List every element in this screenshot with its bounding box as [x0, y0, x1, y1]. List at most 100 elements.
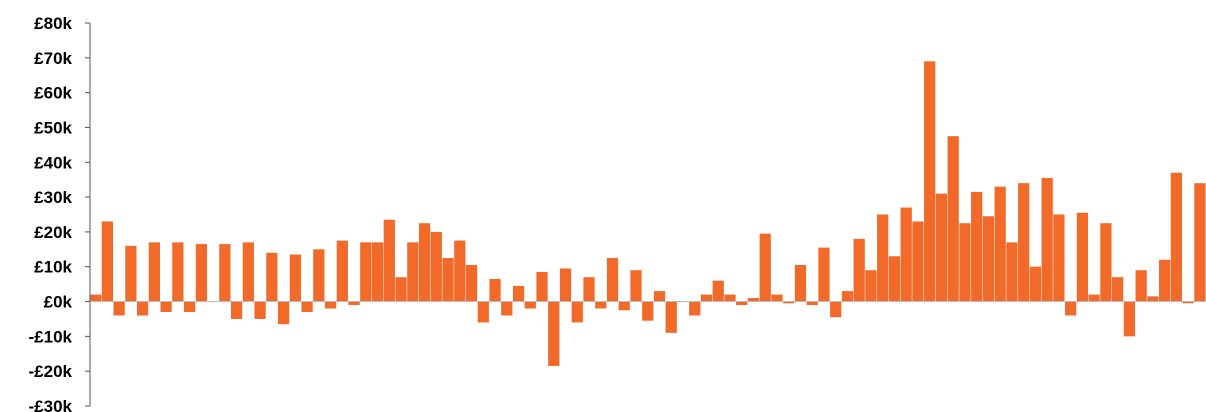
bars-group	[90, 61, 1206, 366]
y-tick-label: £40k	[34, 153, 72, 172]
bar	[418, 223, 431, 302]
bar	[125, 245, 137, 302]
bar	[1100, 223, 1112, 302]
bar	[583, 277, 595, 302]
y-tick-label: £80k	[34, 14, 72, 33]
bar	[830, 301, 842, 318]
bar	[160, 301, 172, 312]
bar	[841, 291, 854, 302]
y-tick-label: -£20k	[29, 362, 73, 381]
bar	[1029, 266, 1042, 302]
y-tick-label: £30k	[34, 188, 72, 207]
bar	[971, 191, 983, 302]
bar	[465, 264, 478, 302]
y-tick-label: £60k	[34, 84, 72, 103]
bar	[759, 233, 771, 302]
bar	[1194, 183, 1206, 302]
y-axis-ticks: £80k £70k £60k £50k £40k £30k £20k £10k £0k -£10k…	[29, 14, 90, 412]
bar	[924, 61, 936, 302]
bar	[477, 301, 489, 323]
bar	[489, 278, 501, 302]
y-tick-label: £70k	[34, 49, 72, 68]
bar	[1076, 212, 1089, 302]
bar	[1088, 294, 1100, 302]
bar	[783, 301, 795, 304]
bar	[653, 291, 666, 302]
bar	[548, 301, 560, 366]
bar	[324, 301, 337, 309]
bar	[912, 221, 924, 302]
y-tick-label: -£10k	[29, 327, 73, 346]
bar	[336, 240, 348, 302]
bar	[818, 247, 830, 302]
bar	[148, 242, 160, 302]
bar	[407, 242, 419, 302]
bar	[700, 294, 713, 302]
bar	[559, 268, 572, 302]
bar	[712, 280, 724, 302]
bar	[454, 240, 466, 302]
bar	[242, 242, 254, 302]
bar	[512, 285, 525, 302]
bar	[877, 214, 889, 302]
y-tick-label: £10k	[34, 258, 72, 277]
bar	[289, 254, 301, 302]
bar	[348, 301, 360, 306]
bar	[1123, 301, 1136, 337]
bar	[606, 258, 619, 302]
bar	[113, 301, 125, 316]
bar	[794, 264, 807, 302]
bar	[277, 301, 290, 325]
bar	[900, 207, 912, 302]
bar	[935, 193, 948, 302]
bar	[90, 294, 102, 302]
bar	[747, 298, 760, 302]
bar	[266, 252, 278, 302]
bar	[219, 244, 231, 302]
bar	[806, 301, 818, 306]
bar	[1041, 177, 1053, 302]
bar	[254, 301, 266, 319]
bar	[371, 242, 384, 302]
bar	[136, 301, 149, 316]
bar	[172, 242, 184, 302]
bar	[888, 256, 901, 302]
bar	[383, 219, 395, 302]
y-tick-label: £0k	[44, 293, 73, 312]
bar	[442, 258, 454, 302]
bar	[994, 186, 1006, 302]
bar	[1018, 183, 1030, 302]
bar	[195, 244, 207, 302]
bar	[736, 301, 748, 306]
bar	[724, 294, 736, 302]
bar	[313, 249, 325, 302]
bar	[395, 277, 407, 302]
bar	[1182, 301, 1194, 304]
bar	[230, 301, 243, 319]
bar	[1170, 172, 1183, 302]
y-tick-label: -£30k	[29, 397, 73, 412]
bar	[642, 301, 654, 321]
bar	[1006, 242, 1018, 302]
bar	[1112, 277, 1124, 302]
bar	[947, 136, 959, 302]
bar	[1147, 296, 1159, 302]
bar	[1135, 270, 1147, 302]
bar	[665, 301, 677, 333]
bar	[524, 301, 536, 309]
bar	[618, 301, 630, 311]
bar	[982, 216, 995, 302]
y-tick-label: £20k	[34, 223, 72, 242]
bar	[689, 301, 701, 316]
bar	[1065, 301, 1077, 316]
bar	[1159, 259, 1171, 302]
bar	[853, 238, 865, 302]
bar	[595, 301, 607, 309]
bar	[301, 301, 313, 312]
y-tick-label: £50k	[34, 118, 72, 137]
bar	[101, 221, 113, 302]
bar	[501, 301, 513, 316]
bar	[430, 231, 442, 302]
bar	[771, 294, 783, 302]
